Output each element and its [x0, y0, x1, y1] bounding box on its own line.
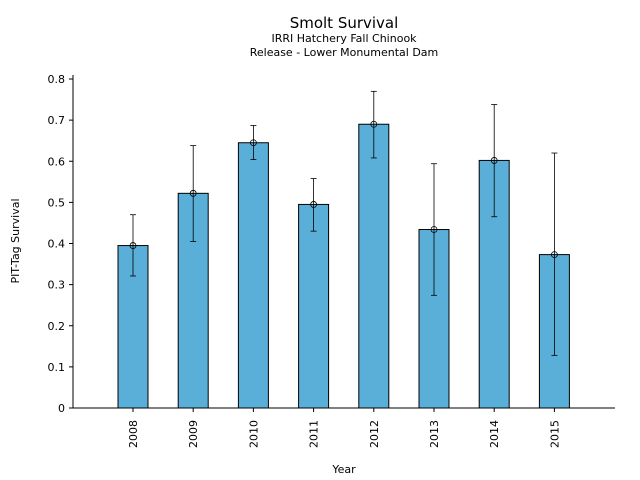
y-tick-label-0.6: 0.6	[48, 155, 66, 168]
point-marker-2012	[370, 120, 378, 128]
point-marker-2015	[551, 251, 558, 259]
point-marker-2014	[490, 157, 498, 164]
y-tick-label-0.4: 0.4	[48, 238, 66, 251]
y-tick-label-0.8: 0.8	[48, 73, 66, 86]
x-axis-label: Year	[331, 463, 356, 476]
x-tick-label-2013: 2013	[428, 420, 441, 448]
error-bar-series	[129, 90, 558, 356]
point-marker-2013	[430, 226, 438, 233]
chart-subtitle-line-1: IRRI Hatchery Fall Chinook	[271, 32, 417, 45]
bar-2011	[298, 203, 330, 409]
x-tick-label-2008: 2008	[127, 420, 140, 448]
point-marker-2010	[249, 139, 257, 147]
point-marker-2009	[189, 189, 197, 197]
y-tick-label-0.3: 0.3	[48, 279, 66, 292]
y-axis-label: PIT-Tag Survival	[9, 198, 22, 283]
y-tick-label-0.2: 0.2	[48, 320, 66, 333]
bar-2012	[358, 123, 390, 409]
bar-series	[117, 123, 570, 409]
y-tick-label-0: 0	[58, 402, 65, 415]
x-tick-label-2015: 2015	[548, 420, 561, 448]
bar-2010	[237, 142, 269, 409]
bar-2014	[478, 159, 510, 409]
axes: 0 0.1 0.2 0.3 0.4 0.5 0.6 0.7 0.8 2008 2009 2010 201…	[48, 73, 615, 448]
x-tick-label-2010: 2010	[247, 420, 260, 448]
chart-subtitle-line-2: Release - Lower Monumental Dam	[250, 46, 439, 59]
y-tick-label-0.5: 0.5	[48, 196, 66, 209]
point-marker-2011	[310, 201, 318, 208]
point-marker-2008	[129, 242, 137, 249]
chart-title: Smolt Survival	[290, 14, 399, 32]
x-tick-label-2009: 2009	[187, 420, 200, 448]
x-tick-label-2012: 2012	[368, 420, 381, 448]
y-tick-label-0.1: 0.1	[48, 361, 66, 374]
x-tick-label-2014: 2014	[488, 420, 501, 448]
x-tick-label-2011: 2011	[308, 420, 321, 448]
y-tick-label-0.7: 0.7	[48, 114, 66, 127]
